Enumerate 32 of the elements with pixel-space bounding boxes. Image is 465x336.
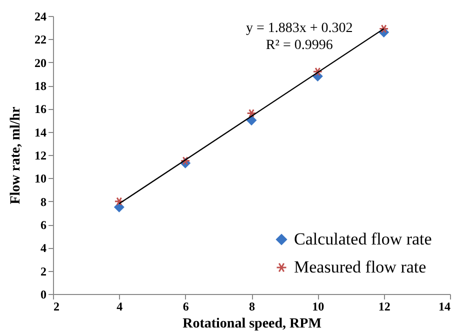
x-tick-label: 14 <box>438 300 450 314</box>
y-tick-label: 6 <box>40 218 46 232</box>
point <box>312 67 323 76</box>
y-tick-label: 4 <box>40 241 46 256</box>
y-tick-label: 14 <box>34 125 46 140</box>
x-tick-label: 8 <box>249 300 255 314</box>
legend-label: Calculated flow rate <box>294 230 432 248</box>
y-tick-label: 10 <box>34 172 46 186</box>
y-tick-label: 18 <box>34 79 46 93</box>
x-tick-label: 2 <box>54 300 60 314</box>
y-tick-label: 16 <box>34 102 46 116</box>
x-tick-label: 12 <box>378 300 390 314</box>
annotation: R² = 0.9996 <box>266 38 333 53</box>
x-tick-label: 10 <box>312 300 324 314</box>
y-tick-label: 24 <box>34 10 46 24</box>
y-tick-label: 8 <box>40 194 46 209</box>
y-tick-label: 12 <box>34 148 46 162</box>
legend-label: Measured flow rate <box>294 258 426 276</box>
point <box>246 108 256 118</box>
x-axis-title: Rotational speed, RPM <box>182 316 322 332</box>
point <box>180 156 190 166</box>
point <box>378 24 389 34</box>
x-tick-label: 6 <box>182 300 189 314</box>
y-tick-label: 22 <box>34 32 46 47</box>
point <box>114 202 124 212</box>
y-tick-label: 20 <box>34 56 46 70</box>
y-axis-title: Flow rate, ml/hr <box>8 106 24 204</box>
y-tick-label: 2 <box>40 264 46 278</box>
x-tick-label: 4 <box>116 300 123 314</box>
y-tick-label: 0 <box>40 288 46 302</box>
annotation: y = 1.883x + 0.302 <box>246 21 353 36</box>
point <box>114 196 124 206</box>
